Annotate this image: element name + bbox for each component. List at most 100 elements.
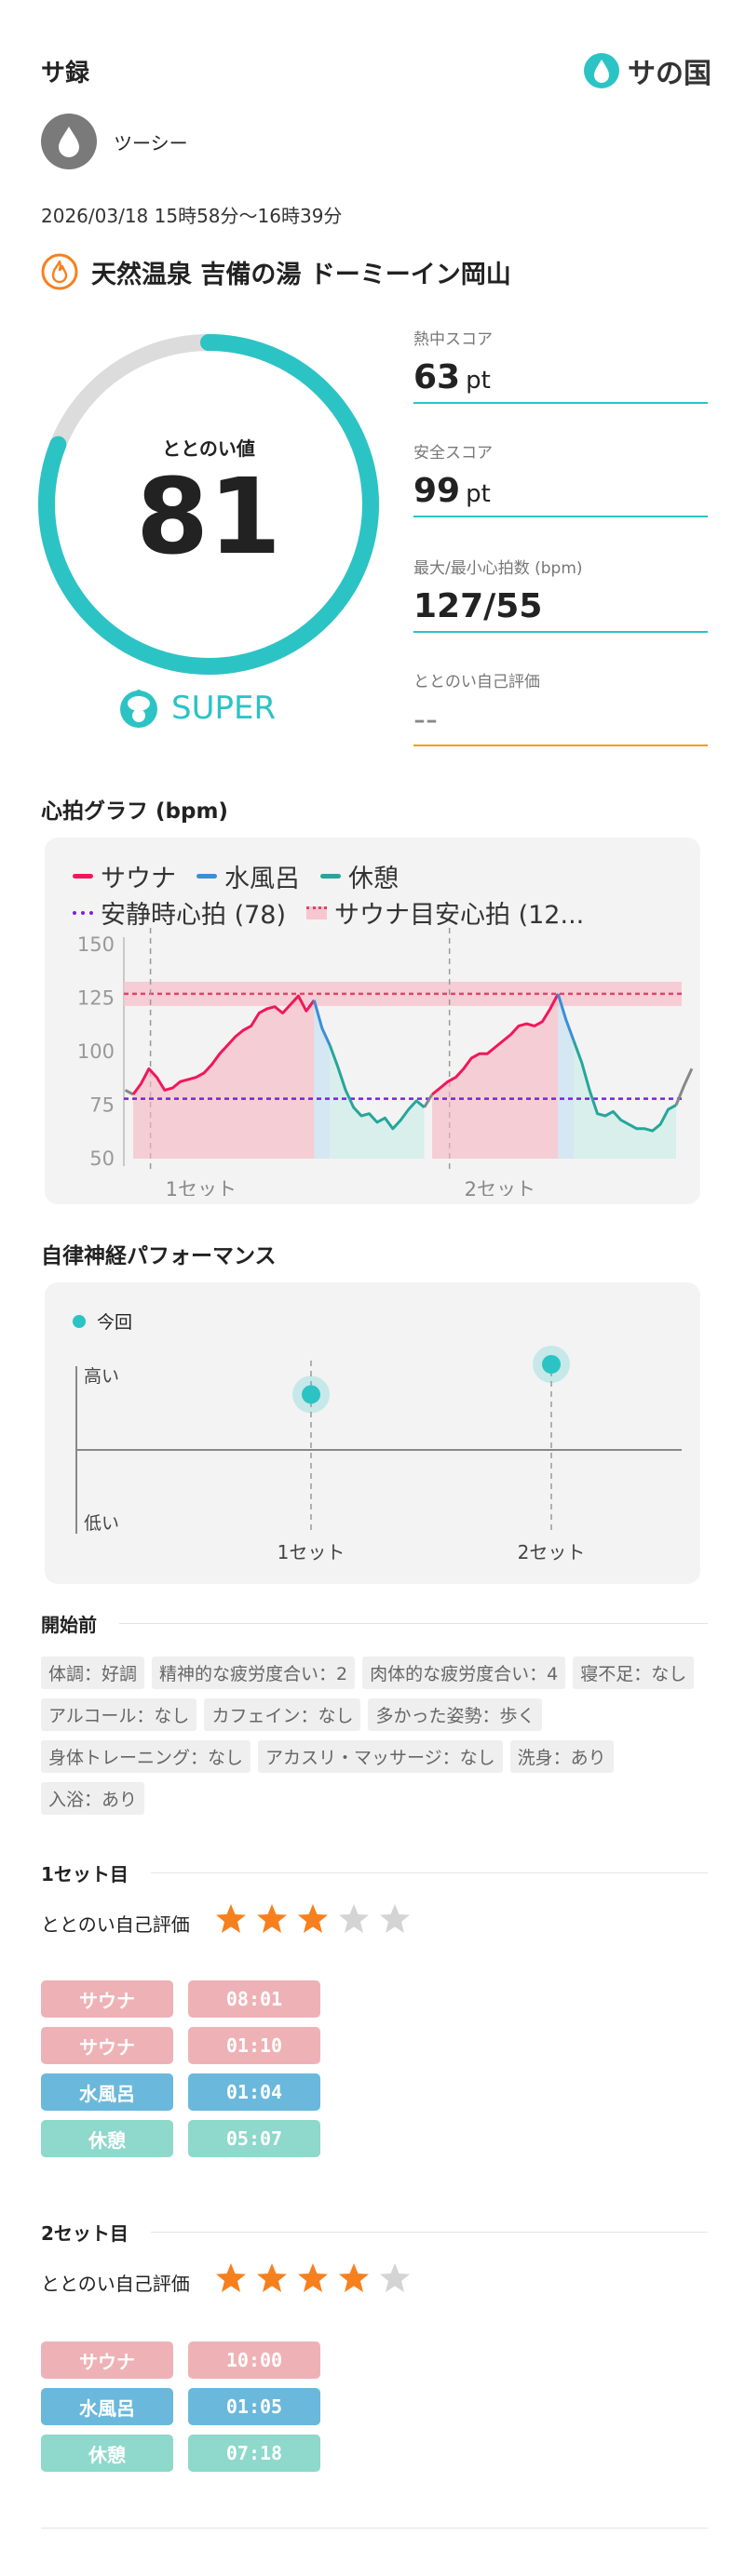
ans-chart [75,1346,682,1534]
user-name: ツーシー [114,131,188,154]
star-icon[interactable] [296,1902,330,1936]
score-safety: 安全スコア 99 pt [413,439,708,517]
star-rating[interactable] [214,1902,412,1936]
legend-label: サウナ [101,865,176,893]
star-icon[interactable] [255,1902,289,1936]
star-icon[interactable] [378,2261,412,2295]
ans-point [542,1355,561,1374]
gauge-progress [38,334,379,675]
set2-header: 2セット目 [41,2219,708,2246]
star-icon[interactable] [378,1902,412,1936]
set1-header: 1セット目 [41,1859,708,1886]
star-icon[interactable] [255,2261,289,2295]
legend-label: 休憩 [348,865,399,893]
rank-text: SUPER [171,690,277,727]
step-type: 水風呂 [41,2388,173,2425]
star-rating[interactable] [214,2261,412,2295]
step-time: 05:07 [188,2120,320,2157]
before-header: 開始前 [41,1610,708,1637]
ans-legend: 今回 [73,1308,132,1334]
score-value: 63 [413,358,461,396]
star-icon[interactable] [214,1902,248,1936]
step-row: サウナ 08:01 [41,1980,320,2018]
score-label: ととのい自己評価 [413,673,540,691]
star-icon[interactable] [337,2261,371,2295]
step-time: 01:04 [188,2073,320,2111]
sauna-hat-icon [120,690,157,728]
step-time: 07:18 [188,2435,320,2472]
step-type: 水風呂 [41,2073,173,2111]
series-area [330,1045,425,1159]
step-time: 01:05 [188,2388,320,2425]
facility-name: 天然温泉 吉備の湯 ドーミーイン岡山 [91,260,511,289]
self-eval-label: ととのい自己評価 [41,1913,190,1936]
legend-swatch-resting [73,910,93,915]
score-label: 最大/最小心拍数 (bpm) [413,559,583,578]
y-tick-label: 150 [77,933,115,956]
condition-chip: 洗身：あり [509,1740,614,1773]
page-title: サ録 [41,60,90,87]
step-row: サウナ 10:00 [41,2341,320,2379]
condition-chip: 精神的な疲労度合い：2 [152,1657,356,1689]
series-line [328,1044,426,1131]
series-line [556,993,576,1042]
condition-chip: カフェイン：なし [204,1698,361,1731]
series-area [133,996,315,1159]
set-title: 2セット目 [41,2222,129,2245]
condition-chip: アルコール：なし [41,1698,197,1731]
heart-rate-chart: 150 125 100 75 50 1セット 2セット [77,928,694,1196]
legend-label: 安静時心拍 (78) [101,901,287,930]
drop-icon [584,53,619,88]
series-line-other [124,1089,134,1096]
step-type: サウナ [41,2341,173,2379]
set-label: 2セット [465,1178,535,1196]
step-row: 水風呂 01:04 [41,2073,320,2111]
star-icon[interactable] [337,1902,371,1936]
step-type: サウナ [41,1980,173,2018]
facility-row[interactable]: 天然温泉 吉備の湯 ドーミーイン岡山 [41,253,511,290]
legend-swatch-water [196,874,217,879]
condition-chip: 多かった姿勢：歩く [368,1698,543,1731]
legend-swatch-rest [320,874,341,879]
star-icon[interactable] [214,2261,248,2295]
ans-card: 今回 高い 低い 1セット 2セット [45,1282,700,1584]
divider [41,2528,708,2529]
score-self-eval[interactable]: ととのい自己評価 -- [413,668,708,746]
step-type: 休憩 [41,2435,173,2472]
star-icon[interactable] [296,2261,330,2295]
step-type: 休憩 [41,2120,173,2157]
y-tick-label: 75 [89,1094,115,1117]
score-value: -- [413,701,438,739]
step-row: サウナ 01:10 [41,2027,320,2064]
condition-chip: 身体トレーニング：なし [41,1740,251,1773]
series-line-other [423,1093,434,1108]
ans-low-label: 低い [84,1513,120,1534]
totonoi-gauge [38,334,379,675]
heart-graph-title: 心拍グラフ (bpm) [41,799,228,824]
step-type: サウナ [41,2027,173,2064]
series-line [131,994,316,1095]
before-chips: 体調：好調 精神的な疲労度合い：2 肉体的な疲労度合い：4 寝不足：なし アルコ… [41,1657,708,1824]
brand-name: サの国 [628,58,711,90]
step-row: 休憩 05:07 [41,2120,320,2157]
totonoi-label: ととのい値 [162,437,255,460]
legend-label: 今回 [97,1312,133,1333]
ans-set-label: 2セット [517,1541,586,1563]
set-title: 1セット目 [41,1863,129,1885]
self-eval-label: ととのい自己評価 [41,2273,190,2295]
condition-chip: アカスリ・マッサージ：なし [258,1740,503,1773]
series-line [572,1040,677,1133]
condition-chip: 寝不足：なし [573,1657,695,1689]
user-row[interactable]: ツーシー [41,114,188,169]
score-label: 安全スコア [413,444,493,463]
legend-swatch-sauna [73,874,93,879]
divider [413,745,708,746]
ans-high-label: 高い [84,1366,120,1387]
heart-graph-card: サウナ 水風呂 休憩 安静時心拍 (78) サウナ目安心拍 (12... 150… [45,838,700,1204]
condition-chip: 体調：好調 [41,1657,145,1689]
chart-legend: サウナ 水風呂 休憩 安静時心拍 (78) サウナ目安心拍 (12... [73,858,584,931]
divider [413,631,708,633]
series-line [312,1000,332,1046]
condition-chip: 入浴：あり [41,1782,145,1815]
brand-logo[interactable]: サの国 [583,50,711,91]
